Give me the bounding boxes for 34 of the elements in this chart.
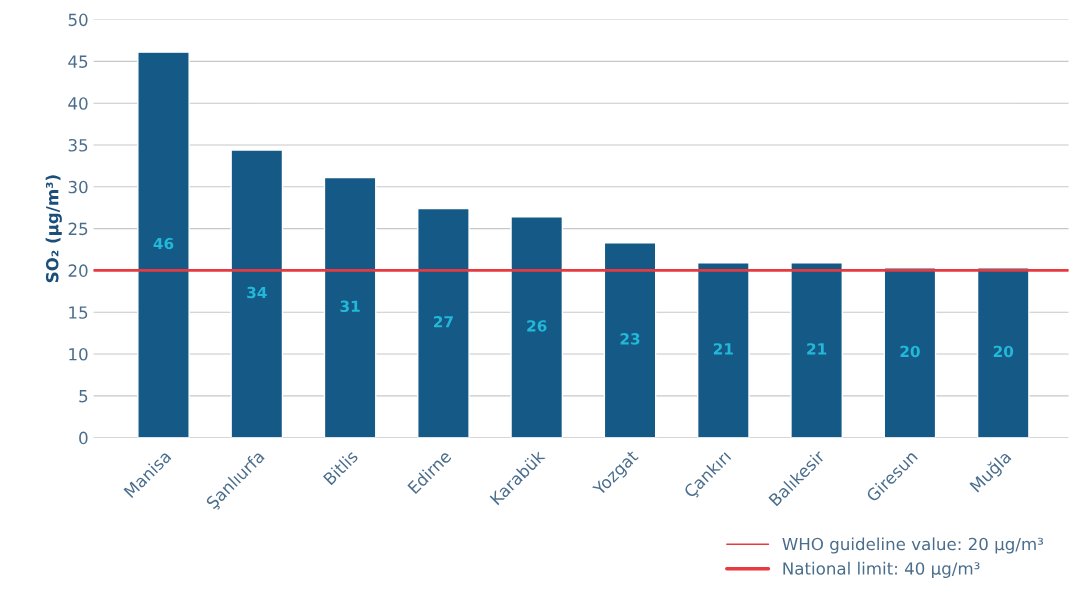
y-tick-label: 0	[79, 431, 88, 445]
y-tick-label: 45	[68, 55, 88, 68]
y-tick-label: 35	[68, 138, 88, 152]
bar	[417, 207, 470, 438]
bar	[696, 262, 750, 438]
bar	[603, 242, 657, 438]
y-axis-title: SO₂ (µg/m³)	[45, 175, 62, 283]
bar	[976, 267, 1030, 438]
legend-label: WHO guideline value: 20 µg/m³	[782, 537, 1044, 554]
data-label: 27	[433, 315, 453, 328]
y-tick-label: 40	[68, 97, 88, 110]
y-tick-label: 10	[69, 347, 88, 361]
bar	[323, 176, 377, 438]
y-tick-label: 15	[69, 306, 88, 319]
data-label: 20	[993, 345, 1014, 358]
data-label: 21	[713, 343, 733, 355]
y-tick-label: 5	[79, 390, 88, 403]
data-label: 21	[807, 343, 827, 355]
bar	[230, 149, 284, 438]
y-tick-label: 25	[68, 222, 88, 236]
y-tick-label: 20	[68, 264, 88, 277]
data-label: 23	[620, 333, 640, 345]
y-tick-label: 50	[68, 13, 88, 27]
data-label: 31	[340, 300, 360, 313]
text: National limit: 40 µg/m³	[783, 561, 980, 578]
data-label: 20	[900, 345, 920, 358]
bar	[883, 267, 937, 438]
y-tick-label: 30	[68, 180, 88, 194]
data-label: 46	[153, 237, 174, 250]
data-label: 26	[527, 320, 547, 332]
bar	[137, 51, 190, 438]
bar	[510, 216, 564, 438]
bar	[790, 262, 843, 438]
data-label: 34	[247, 286, 267, 299]
